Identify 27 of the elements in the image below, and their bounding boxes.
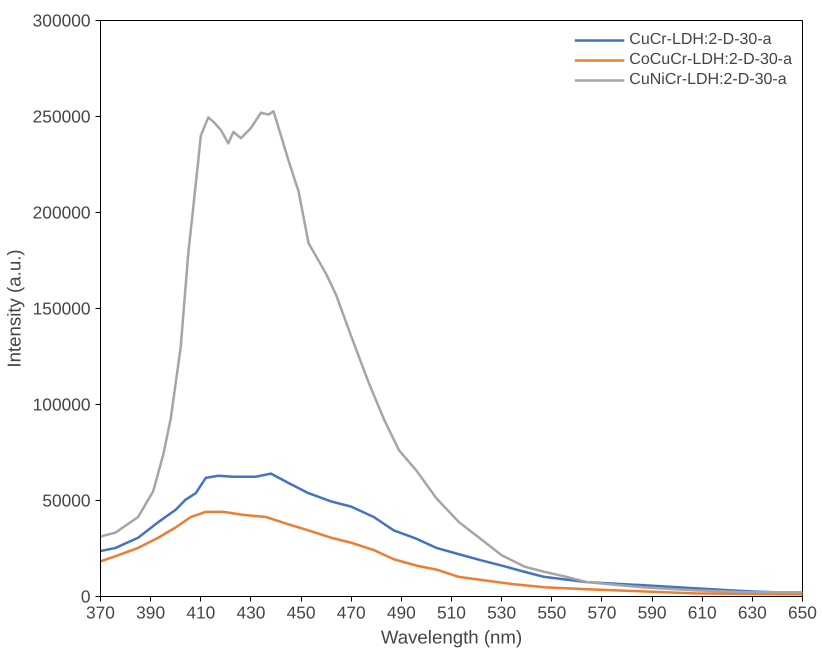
- y-tick-label: 250000: [32, 106, 91, 126]
- line-series: [100, 510, 802, 596]
- x-tick-label: 490: [386, 602, 416, 622]
- y-tick-label: 50000: [42, 490, 90, 510]
- y-tick-label: 200000: [32, 202, 91, 222]
- x-tick-label: 450: [286, 602, 316, 622]
- legend-label: CuNiCr-LDH:2-D-30-a: [629, 71, 787, 89]
- x-axis-title: Wavelength (nm): [380, 626, 522, 648]
- x-tick-label: 610: [688, 602, 717, 622]
- x-tick-label: 630: [738, 602, 767, 622]
- x-tick-label: 470: [336, 602, 366, 622]
- y-tick-label: 150000: [32, 298, 91, 318]
- y-tick-label: 100000: [32, 394, 91, 414]
- legend-label: CoCuCr-LDH:2-D-30-a: [629, 51, 792, 69]
- x-tick-label: 530: [487, 602, 516, 622]
- x-tick-label: 570: [587, 602, 616, 622]
- x-tick-label: 590: [638, 602, 667, 622]
- x-tick-label: 430: [236, 602, 266, 622]
- legend-label: CuCr-LDH:2-D-30-a: [629, 31, 772, 49]
- line-series: [100, 110, 802, 594]
- x-tick-label: 510: [437, 602, 466, 622]
- y-tick-label: 300000: [32, 10, 91, 30]
- y-axis-title: Intensity (a.u.): [4, 249, 25, 368]
- x-tick-label: 390: [136, 602, 166, 622]
- x-tick-label: 650: [788, 602, 817, 622]
- x-tick-label: 410: [186, 602, 216, 622]
- x-tick-label: 550: [537, 602, 566, 622]
